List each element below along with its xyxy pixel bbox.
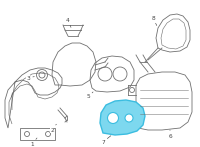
Text: 6: 6 xyxy=(168,130,172,138)
Circle shape xyxy=(108,112,118,123)
Circle shape xyxy=(125,114,133,122)
Text: 2: 2 xyxy=(50,124,56,132)
Text: 4: 4 xyxy=(66,17,71,27)
Polygon shape xyxy=(100,100,145,135)
Text: 1: 1 xyxy=(30,138,37,147)
Text: 8: 8 xyxy=(151,15,157,26)
Text: 7: 7 xyxy=(101,136,111,145)
Text: 5: 5 xyxy=(86,92,93,100)
Text: 3: 3 xyxy=(26,76,34,81)
